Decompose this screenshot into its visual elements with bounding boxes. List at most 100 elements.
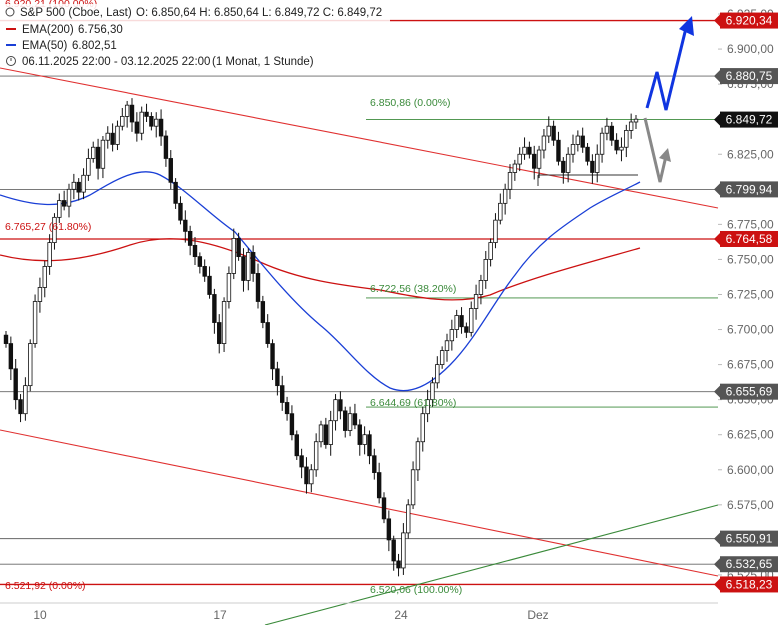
x-tick-24: 24	[394, 608, 408, 622]
y-tick-label: 6.900,00	[727, 42, 774, 56]
level-box-pointer	[714, 183, 720, 196]
candle-body	[124, 104, 130, 117]
candle-body	[381, 497, 387, 520]
x-axis: 10 17 24 Dez	[0, 602, 718, 622]
bearish-projection-arrow	[643, 117, 668, 183]
candle-body	[522, 146, 527, 155]
candle-body	[633, 118, 639, 123]
candle-body	[231, 237, 236, 274]
candle-body	[28, 343, 33, 387]
y-tick-label: 6.575,00	[727, 498, 774, 512]
bullish-projection-arrow	[645, 27, 688, 111]
candle-body	[149, 115, 154, 127]
candle-body	[280, 385, 285, 403]
candle-body	[575, 135, 581, 145]
candle-body	[406, 504, 411, 534]
candle-body	[565, 153, 571, 173]
y-tick-label: 6.600,00	[727, 463, 774, 477]
candle-body	[570, 144, 576, 155]
candle-body	[105, 132, 110, 141]
candlesticks	[3, 98, 639, 577]
candle-body	[42, 266, 47, 288]
ema50-legend-label: EMA(50)	[22, 40, 68, 52]
candle-body	[386, 518, 392, 541]
candle-body	[512, 163, 518, 173]
candle-body	[347, 413, 353, 431]
candle-body	[23, 385, 28, 415]
level-box-pointer	[714, 232, 720, 245]
candle-body	[469, 308, 474, 333]
ema50-line	[0, 171, 641, 392]
candle-body	[163, 135, 169, 159]
horizontal-level-lines	[0, 19, 718, 586]
candle-body	[410, 469, 416, 506]
x-tick-dez: Dez	[527, 608, 548, 622]
price-level-boxes: 6.920,34 6.880,75 6.849,72 6.799,94 6.764,58…	[714, 12, 778, 593]
candle-body	[154, 118, 159, 127]
ema200-legend-value: 6.756,30	[78, 24, 123, 36]
level-box	[720, 68, 778, 85]
clock-icon	[6, 56, 16, 66]
candle-body	[139, 111, 144, 134]
fib-top-label: 6.850,86 (0.00%)	[370, 97, 451, 109]
candle-body	[376, 472, 382, 499]
candle-body	[134, 121, 140, 134]
candle-body	[183, 219, 188, 232]
candle-body	[595, 153, 600, 173]
candle-body	[86, 158, 91, 176]
candle-body	[8, 343, 14, 370]
channel-lower-line	[0, 429, 719, 577]
candle-body	[357, 424, 362, 445]
candle-body	[435, 364, 440, 384]
candle-body	[309, 469, 314, 485]
candle-body	[459, 315, 464, 328]
candle-body	[61, 200, 67, 207]
candle-body	[226, 273, 232, 302]
ema-lines	[0, 171, 641, 392]
level-box	[720, 576, 778, 593]
support-uptrend-line	[264, 504, 719, 625]
x-tick-17: 17	[213, 608, 227, 622]
fib-382-label: 6.722,56 (38.20%)	[370, 283, 456, 295]
level-box-label: 6.550,91	[726, 532, 773, 546]
candle-body	[556, 139, 561, 162]
candle-body	[401, 532, 406, 569]
ema50-legend-value: 6.802,51	[72, 40, 117, 52]
ohlc-values: O: 6.850,64 H: 6.850,64 L: 6.849,72 C: 6…	[136, 7, 382, 19]
level-box-label: 6.799,94	[726, 182, 773, 196]
projection-arrows	[643, 16, 694, 183]
candle-body	[52, 216, 57, 244]
candle-body	[454, 315, 459, 330]
candle-body	[197, 256, 203, 267]
candle-body	[599, 132, 605, 155]
annotations: 6.850,86 (0.00%) 6.722,56 (38.20%) 6.644…	[5, 97, 462, 596]
candle-body	[158, 118, 164, 137]
candle-body	[372, 455, 377, 473]
candle-body	[498, 202, 503, 221]
level-box-label: 6.655,69	[726, 385, 773, 399]
symbol-name: S&P 500 (Cboe, Last)	[20, 7, 132, 19]
level-box-label: 6.532,65	[726, 557, 773, 571]
candle-body	[299, 455, 304, 468]
candle-body	[304, 466, 309, 485]
fib-bottom-label: 6.520,06 (100.00%)	[370, 584, 462, 596]
candle-body	[619, 146, 624, 151]
candle-body	[527, 146, 532, 155]
candle-body	[604, 125, 610, 134]
symbol-icon	[5, 7, 15, 17]
candle-body	[192, 245, 198, 258]
fib-618-label: 6.644,69 (61.80%)	[370, 397, 456, 409]
candle-body	[614, 139, 619, 151]
candle-body	[362, 434, 367, 445]
level-box	[720, 556, 778, 573]
y-tick-label: 6.750,00	[727, 252, 774, 266]
candle-body	[81, 174, 86, 193]
level-box	[720, 383, 778, 400]
candle-body	[76, 181, 81, 193]
candle-body	[241, 256, 246, 281]
candle-body	[187, 230, 193, 246]
ema200-line	[0, 238, 641, 301]
candle-body	[580, 135, 585, 148]
candle-body	[18, 399, 23, 415]
